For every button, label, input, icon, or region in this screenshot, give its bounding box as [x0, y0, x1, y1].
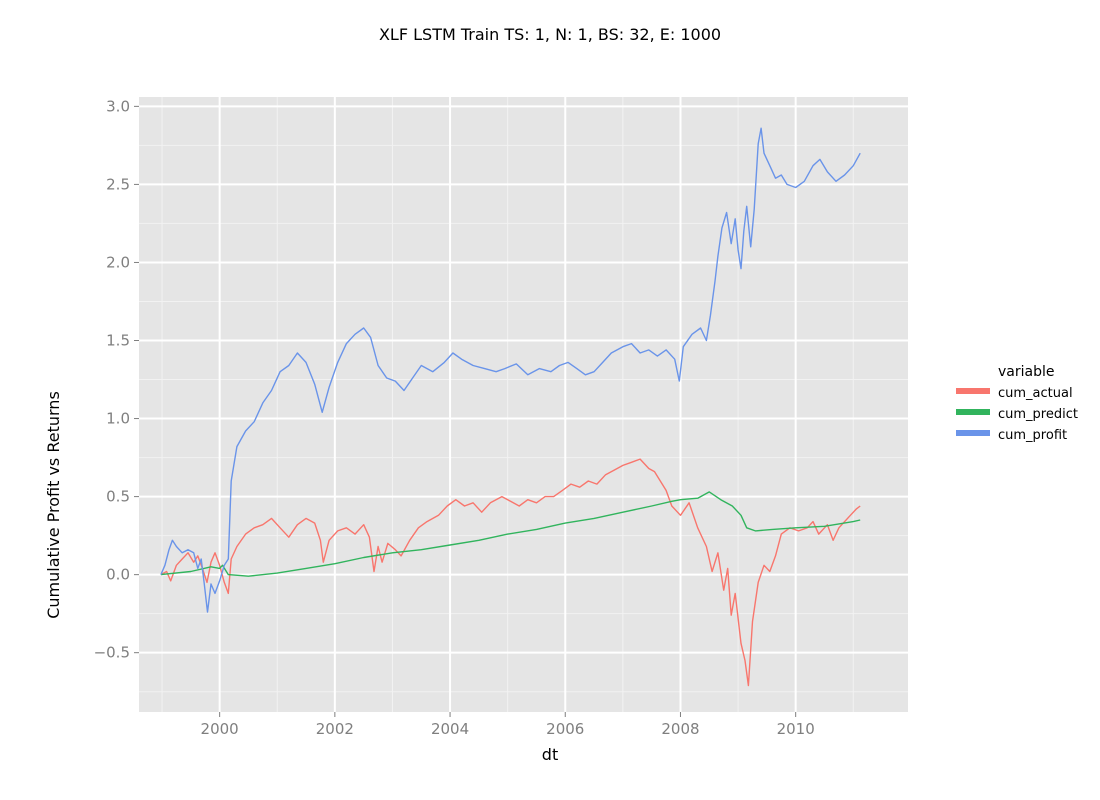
- x-axis-ticks: 2000 2002 2004 2006 2008 2010: [201, 712, 815, 738]
- y-tick-label: 3.0: [106, 97, 130, 115]
- x-tick-label: 2000: [201, 720, 239, 738]
- legend-key-cum-predict: [956, 409, 990, 415]
- series-lines: [160, 127, 861, 687]
- legend-label-cum-profit: cum_profit: [998, 428, 1067, 443]
- major-gridlines: [139, 97, 908, 712]
- y-tick-label: 0.5: [106, 488, 130, 506]
- series-line-cum-predict: [160, 491, 861, 577]
- chart-title: XLF LSTM Train TS: 1, N: 1, BS: 32, E: 1…: [379, 25, 721, 44]
- y-axis-ticks: −0.5 0.0 0.5 1.0 1.5 2.0 2.5 3.0: [94, 97, 139, 662]
- legend-label-cum-predict: cum_predict: [998, 407, 1078, 422]
- y-tick-label: 1.0: [106, 410, 130, 428]
- legend: variable cum_actual cum_predict cum_profit: [956, 364, 1078, 443]
- y-tick-label: 2.5: [106, 175, 130, 193]
- x-tick-label: 2002: [316, 720, 354, 738]
- legend-key-cum-actual: [956, 388, 990, 394]
- x-tick-label: 2004: [431, 720, 469, 738]
- y-tick-label: 2.0: [106, 253, 130, 271]
- y-tick-label: 1.5: [106, 332, 130, 350]
- y-axis-label: Cumulative Profit vs Returns: [44, 391, 63, 619]
- series-line-cum-profit: [160, 127, 861, 613]
- legend-key-cum-profit: [956, 430, 990, 436]
- x-tick-label: 2008: [661, 720, 699, 738]
- x-tick-label: 2010: [777, 720, 815, 738]
- x-tick-label: 2006: [546, 720, 584, 738]
- legend-label-cum-actual: cum_actual: [998, 386, 1073, 401]
- plot-panel: [139, 97, 908, 712]
- y-tick-label: 0.0: [106, 566, 130, 584]
- y-tick-label: −0.5: [94, 644, 130, 662]
- legend-title: variable: [998, 364, 1054, 380]
- x-axis-label: dt: [542, 745, 558, 764]
- series-line-cum-actual: [160, 458, 861, 687]
- minor-gridlines: [139, 97, 908, 712]
